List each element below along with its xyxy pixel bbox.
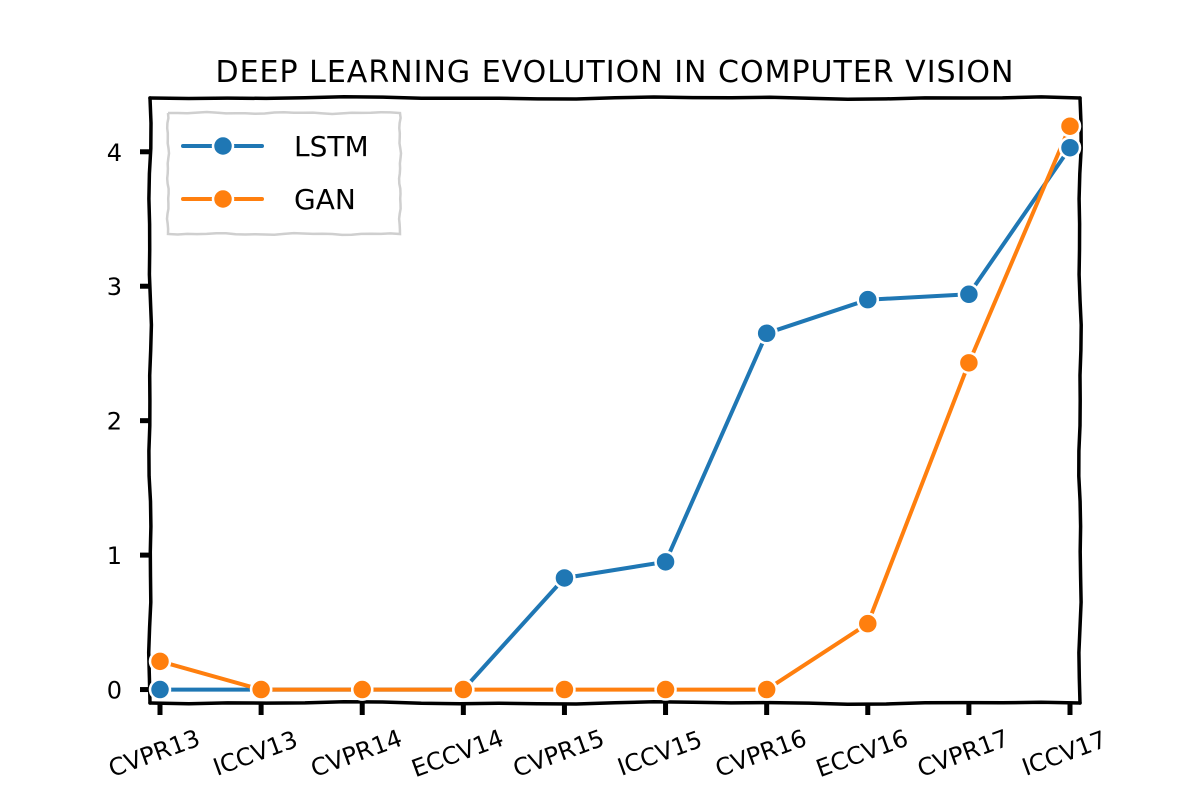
series-group: [148, 114, 1082, 701]
axis-spine-bottom: [148, 700, 1082, 706]
data-point-gan: [856, 612, 880, 635]
y-tick-label: 1: [107, 542, 122, 570]
legend-marker-lstm: [211, 134, 235, 158]
legend: LSTM GAN: [165, 110, 403, 237]
y-tick-label: 4: [107, 139, 122, 167]
data-point-gan: [553, 678, 576, 701]
data-point-gan: [350, 678, 374, 701]
chart-title: DEEP LEARNING EVOLUTION IN COMPUTER VISI…: [216, 55, 1015, 90]
data-point-gan: [452, 678, 475, 701]
y-tick-label: 0: [107, 677, 122, 705]
data-point-gan: [249, 678, 273, 701]
legend-label-lstm: LSTM: [294, 130, 369, 163]
data-point-gan: [148, 650, 172, 673]
axis-spine-top: [148, 94, 1082, 102]
y-tick-label: 2: [107, 408, 122, 436]
axis-spine-right: [1077, 96, 1083, 705]
data-point-gan: [654, 678, 677, 701]
data-point-gan: [755, 678, 778, 701]
data-point-lstm: [1058, 136, 1082, 159]
data-point-lstm: [553, 566, 576, 590]
legend-label-gan: GAN: [294, 183, 356, 216]
data-point-lstm: [755, 322, 778, 345]
data-point-lstm: [654, 550, 677, 574]
data-point-lstm: [957, 283, 981, 306]
data-point-lstm: [856, 288, 880, 311]
axis-spine-left: [146, 96, 154, 705]
series-line-gan: [158, 124, 1072, 692]
data-point-gan: [1058, 114, 1082, 138]
data-point-lstm: [148, 678, 172, 701]
y-tick-label: 3: [107, 273, 122, 301]
data-point-gan: [957, 351, 981, 375]
legend-marker-gan: [211, 187, 235, 211]
